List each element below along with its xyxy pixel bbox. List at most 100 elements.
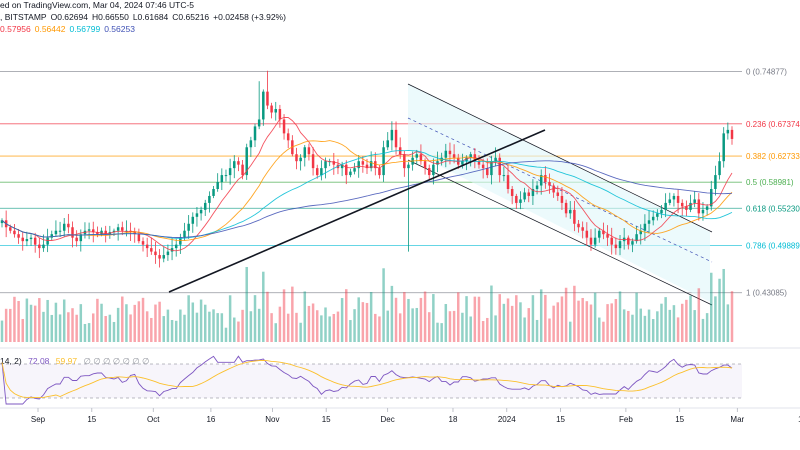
candle-body-63 xyxy=(262,91,265,120)
x-tick-label-0: Sep xyxy=(31,415,46,424)
volume-bar-83 xyxy=(345,289,348,342)
candle-body-35 xyxy=(145,244,149,249)
fib-label-0: 0 (0.74877) xyxy=(746,68,787,77)
candle-body-142 xyxy=(589,237,593,245)
candle-body-29 xyxy=(121,227,124,231)
volume-bar-35 xyxy=(145,311,149,342)
candle-body-131 xyxy=(544,175,547,183)
volume-bar-119 xyxy=(494,315,497,342)
candle-body-80 xyxy=(332,161,336,165)
volume-bar-25 xyxy=(104,316,107,342)
candle-body-18 xyxy=(75,237,78,242)
candle-body-57 xyxy=(237,161,240,165)
candle-body-8 xyxy=(33,237,37,245)
x-tick-label-5: 15 xyxy=(322,415,331,424)
volume-bar-152 xyxy=(631,314,634,342)
volume-bar-100 xyxy=(415,307,419,342)
candle-body-112 xyxy=(465,157,468,162)
volume-bar-54 xyxy=(224,327,228,342)
x-tick-label-6: Dec xyxy=(381,415,395,424)
x-tick-label-1: 15 xyxy=(87,415,96,424)
x-tick-label-4: Nov xyxy=(265,415,279,424)
volume-bar-60 xyxy=(249,311,253,342)
volume-bar-126 xyxy=(523,317,526,342)
candle-body-60 xyxy=(249,140,253,148)
candle-body-16 xyxy=(67,223,70,228)
volume-bar-49 xyxy=(203,304,207,342)
volume-bar-158 xyxy=(656,311,659,342)
volume-bar-0 xyxy=(0,320,4,342)
candle-body-157 xyxy=(651,216,655,221)
volume-bar-30 xyxy=(125,304,128,342)
candle-body-122 xyxy=(506,175,510,189)
candle-body-67 xyxy=(278,109,282,120)
candle-body-94 xyxy=(390,129,394,141)
volume-bar-14 xyxy=(58,314,62,342)
volume-bar-88 xyxy=(365,302,369,342)
candle-body-123 xyxy=(510,189,514,196)
candle-body-145 xyxy=(602,230,605,235)
candle-body-158 xyxy=(656,213,659,217)
candle-body-165 xyxy=(685,206,688,210)
candle-body-76 xyxy=(315,168,319,176)
candle-body-73 xyxy=(303,147,307,158)
volume-bar-99 xyxy=(411,308,414,342)
candle-body-9 xyxy=(38,244,41,249)
candle-body-77 xyxy=(320,168,323,176)
volume-bar-77 xyxy=(320,315,323,342)
ohlc-value-1: O0.62694 xyxy=(50,12,88,22)
volume-bar-159 xyxy=(660,303,663,342)
x-tick-label-9: 15 xyxy=(556,415,565,424)
candle-body-53 xyxy=(220,175,224,183)
rsi-line xyxy=(1,355,733,405)
volume-bar-13 xyxy=(54,302,58,342)
candle-body-169 xyxy=(701,209,705,214)
volume-bar-122 xyxy=(506,298,510,342)
volume-bar-164 xyxy=(680,303,684,342)
volume-bar-166 xyxy=(689,295,692,342)
x-tick-label-2: Oct xyxy=(147,415,160,424)
candle-body-118 xyxy=(490,161,493,176)
fib-label-3: 0.5 (0.58981) xyxy=(746,178,794,187)
volume-bar-52 xyxy=(216,313,219,342)
volume-bar-44 xyxy=(183,314,186,342)
volume-bar-174 xyxy=(722,268,725,342)
volume-bar-58 xyxy=(241,309,244,342)
volume-bar-144 xyxy=(598,317,601,342)
candle-body-55 xyxy=(228,168,232,176)
candle-body-7 xyxy=(29,237,33,240)
volume-bar-42 xyxy=(174,320,178,342)
volume-bar-150 xyxy=(622,309,626,342)
volume-bar-154 xyxy=(639,308,642,342)
candle-body-161 xyxy=(668,199,672,203)
chart-title: ed on TradingView.com, Mar 04, 2024 07:4… xyxy=(0,0,195,10)
volume-bar-75 xyxy=(311,303,315,342)
volume-bar-11 xyxy=(46,299,49,342)
candle-body-65 xyxy=(270,105,273,113)
volume-bar-103 xyxy=(427,312,431,342)
volume-bar-128 xyxy=(531,295,535,342)
candle-body-83 xyxy=(345,164,348,176)
candle-body-66 xyxy=(274,109,277,113)
candle-body-109 xyxy=(452,154,456,158)
volume-bar-86 xyxy=(357,297,360,342)
volume-bar-134 xyxy=(556,302,560,342)
volume-bar-111 xyxy=(461,312,464,342)
candle-body-74 xyxy=(307,147,311,155)
candle-body-46 xyxy=(191,216,195,224)
candle-body-172 xyxy=(714,175,717,189)
candle-body-56 xyxy=(233,161,236,169)
ascending-trendline xyxy=(168,129,546,293)
volume-bar-120 xyxy=(498,294,501,342)
candle-body-28 xyxy=(116,227,120,231)
volume-bar-22 xyxy=(92,313,95,342)
candle-body-163 xyxy=(676,195,680,203)
rsi-header: 14, 2) 72.08 59.97 ∅ ∅ ∅ ∅ ∅ ∅ ∅ xyxy=(0,356,153,367)
candle-body-134 xyxy=(556,192,560,196)
volume-bar-32 xyxy=(133,304,136,342)
volume-bar-116 xyxy=(481,321,485,342)
candle-body-121 xyxy=(502,175,506,177)
volume-bar-53 xyxy=(220,313,224,342)
candle-body-132 xyxy=(548,182,551,186)
